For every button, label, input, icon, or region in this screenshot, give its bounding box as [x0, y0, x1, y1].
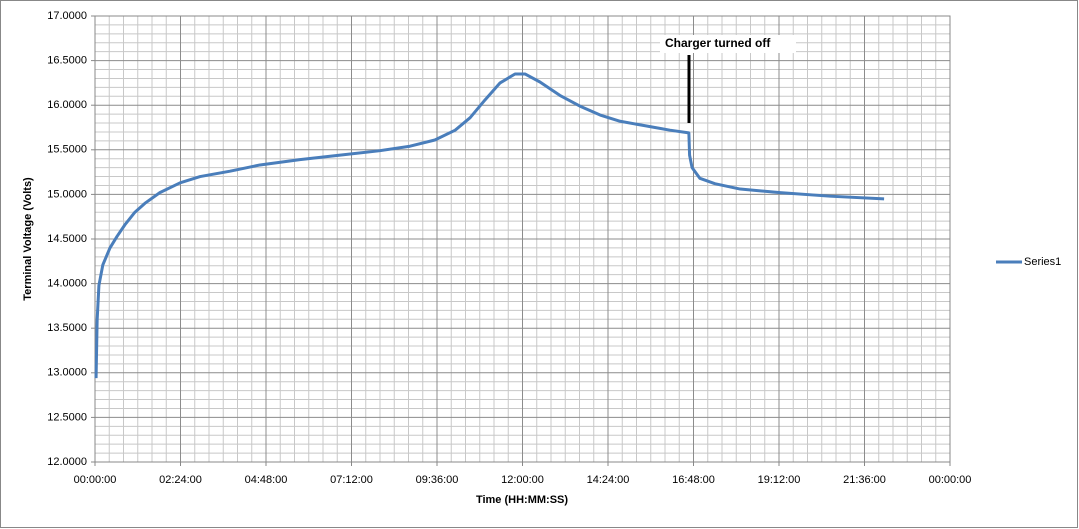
x-tick-label: 04:48:00: [245, 474, 288, 486]
x-tick-label: 14:24:00: [587, 474, 630, 486]
y-tick-label: 13.0000: [47, 367, 87, 379]
y-tick-label: 13.5000: [47, 322, 87, 334]
y-tick-label: 15.0000: [47, 188, 87, 200]
x-tick-label: 00:00:00: [929, 474, 972, 486]
data-line: [94, 72, 885, 379]
x-axis-title: Time (HH:MM:SS): [476, 494, 568, 506]
plot-border: [94, 15, 951, 463]
annotation-box: [660, 35, 796, 53]
y-tick-label: 14.0000: [47, 278, 87, 290]
x-tick-label: 21:36:00: [843, 474, 886, 486]
y-axis-title: Terminal Voltage (Volts): [22, 177, 34, 301]
x-tick-label: 09:36:00: [416, 474, 459, 486]
legend-label: Series1: [1024, 256, 1061, 268]
y-tick-label: 12.5000: [47, 411, 87, 423]
x-tick-label: 19:12:00: [758, 474, 801, 486]
x-tick-label: 16:48:00: [672, 474, 715, 486]
y-tick-label: 16.0000: [47, 99, 87, 111]
y-tick-label: 17.0000: [47, 10, 87, 22]
x-tick-label: 02:24:00: [159, 474, 202, 486]
x-tick-label: 12:00:00: [501, 474, 544, 486]
y-tick-label: 14.5000: [47, 233, 87, 245]
y-tick-label: 16.5000: [47, 55, 87, 67]
x-tick-label: 00:00:00: [74, 474, 117, 486]
x-tick-label: 07:12:00: [330, 474, 373, 486]
y-tick-label: 15.5000: [47, 144, 87, 156]
annotation: Charger turned off: [665, 36, 771, 50]
y-tick-label: 12.0000: [47, 456, 87, 468]
